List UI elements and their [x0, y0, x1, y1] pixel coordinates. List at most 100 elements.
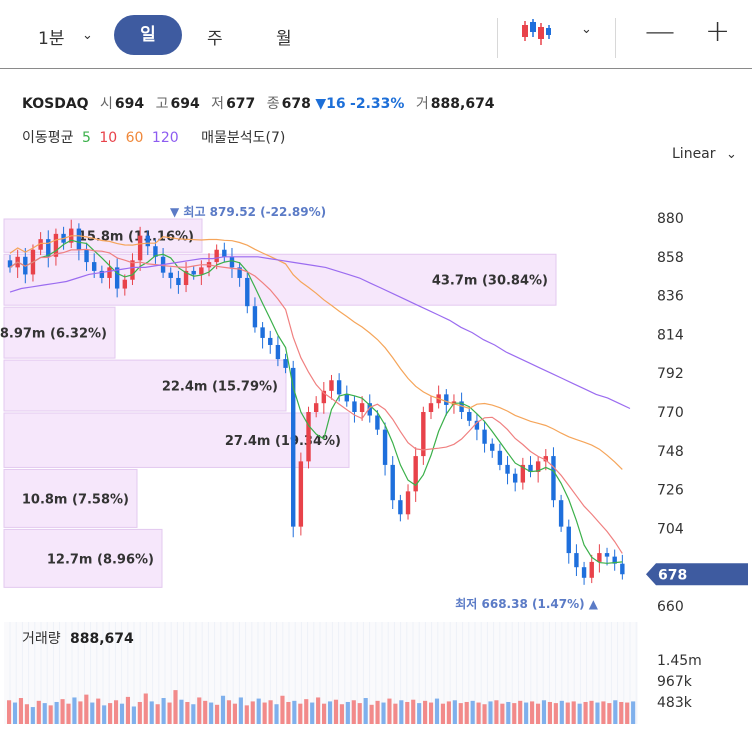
- volume-bar: [494, 700, 499, 724]
- volume-profile-bar: [3, 528, 163, 588]
- candle-body: [7, 260, 13, 268]
- volume-bar: [215, 704, 220, 724]
- volume-value: 888,674: [430, 96, 495, 112]
- candle-body: [497, 450, 503, 465]
- open-value: 694: [114, 96, 145, 112]
- candle-body: [474, 420, 480, 430]
- candle-body: [352, 401, 357, 412]
- ma5-line: [9, 239, 623, 564]
- volume-bar: [244, 705, 249, 724]
- candle-body: [313, 403, 319, 412]
- tab-week[interactable]: 주: [207, 29, 223, 49]
- volume-bar: [613, 700, 618, 724]
- candle-body: [543, 456, 549, 462]
- volume-bar: [232, 703, 237, 724]
- volume-profile-label[interactable]: 매물분석도(7): [201, 130, 286, 146]
- tab-month[interactable]: 월: [276, 29, 292, 49]
- chart-toolbar: 1분 ⌄ 일 주 월 ⌄ — +: [0, 0, 752, 69]
- volume-bar: [280, 695, 285, 724]
- volume-bar: [625, 702, 630, 724]
- volume-bar: [292, 700, 297, 724]
- volume-bar: [78, 701, 83, 724]
- candle-body: [482, 429, 487, 444]
- toolbar-divider: [497, 18, 498, 58]
- scale-label: Linear: [672, 146, 716, 162]
- candle-body: [252, 306, 258, 328]
- candle-body: [145, 235, 150, 247]
- volume-bar: [256, 698, 261, 724]
- volume-profile-label: 8.97m (6.32%): [0, 327, 107, 342]
- volume-bar: [197, 697, 202, 724]
- ma-label[interactable]: 이동평균: [22, 130, 74, 146]
- candle-body: [597, 553, 602, 562]
- candle-body: [612, 556, 617, 564]
- candle-body: [589, 561, 594, 578]
- candlestick-icon[interactable]: [520, 17, 552, 47]
- volume-bar: [119, 703, 125, 724]
- scale-select[interactable]: Linear ⌄: [672, 146, 737, 162]
- candle-body: [421, 412, 426, 457]
- volume-tick-label: 967k: [657, 674, 693, 690]
- zoom-in-button[interactable]: +: [705, 14, 731, 49]
- candle-body: [275, 344, 281, 360]
- y-tick-label: 770: [657, 405, 684, 421]
- candle-body: [306, 412, 311, 462]
- price-chart[interactable]: 15.8m (11.16%) 43.7m (30.84%) 8.97m (6.32%…: [0, 180, 752, 729]
- last-price-badge: [646, 563, 748, 586]
- volume-bar: [411, 699, 416, 724]
- volume-bar: [268, 700, 273, 724]
- volume-bar: [381, 702, 386, 724]
- interval-select[interactable]: 1분: [38, 29, 65, 49]
- volume-bar: [339, 704, 344, 724]
- volume-bar: [30, 707, 35, 724]
- volume-bar: [102, 705, 107, 724]
- volume-bar: [310, 702, 315, 724]
- candle-body: [620, 563, 625, 575]
- volume-bar: [512, 703, 517, 724]
- chevron-down-icon[interactable]: ⌄: [82, 28, 93, 43]
- candle-body: [528, 464, 533, 472]
- volume-bar: [131, 706, 136, 724]
- volume-bar: [631, 701, 636, 724]
- volume-bar: [72, 697, 77, 724]
- candle-body: [390, 464, 395, 501]
- volume-bar: [369, 704, 374, 724]
- volume-panel-value: 888,674: [70, 631, 134, 647]
- candle-body: [428, 403, 434, 412]
- high-label: 고: [155, 96, 169, 112]
- ma120-label: 120: [151, 130, 179, 146]
- volume-profile-label: 43.7m (30.84%): [432, 274, 548, 289]
- volume-bar: [440, 703, 446, 724]
- volume-bar: [262, 702, 267, 724]
- volume-bar: [434, 698, 440, 724]
- candle-body: [237, 267, 242, 278]
- volume-bar: [48, 705, 53, 724]
- candle-body: [283, 359, 288, 368]
- volume-bar: [518, 700, 523, 724]
- volume-panel-label: 거래량: [22, 631, 61, 647]
- close-value: 678: [281, 96, 311, 112]
- candle-body: [91, 262, 97, 271]
- volume-bar: [565, 702, 570, 724]
- volume-bar: [60, 699, 65, 724]
- candle-body: [38, 239, 43, 250]
- volume-bar: [500, 703, 505, 724]
- candle-body: [214, 249, 219, 263]
- candle-body: [444, 394, 449, 405]
- volume-bar: [316, 697, 321, 724]
- change-percent: -2.33%: [350, 96, 405, 112]
- volume-bar: [90, 702, 95, 724]
- volume-bar: [113, 700, 119, 724]
- low-marker: 최저 668.38 (1.47%) ▲: [455, 596, 599, 611]
- ma10-label: 10: [99, 130, 118, 146]
- candle-body: [199, 267, 204, 275]
- tab-day[interactable]: 일: [114, 15, 182, 55]
- candle-body: [520, 464, 526, 483]
- open-label: 시: [100, 96, 113, 112]
- ma5-label: 5: [81, 130, 91, 146]
- candle-body: [505, 464, 510, 474]
- volume-bar: [559, 700, 564, 724]
- chart-type-chevron-icon[interactable]: ⌄: [581, 22, 592, 37]
- zoom-out-button[interactable]: —: [645, 14, 675, 49]
